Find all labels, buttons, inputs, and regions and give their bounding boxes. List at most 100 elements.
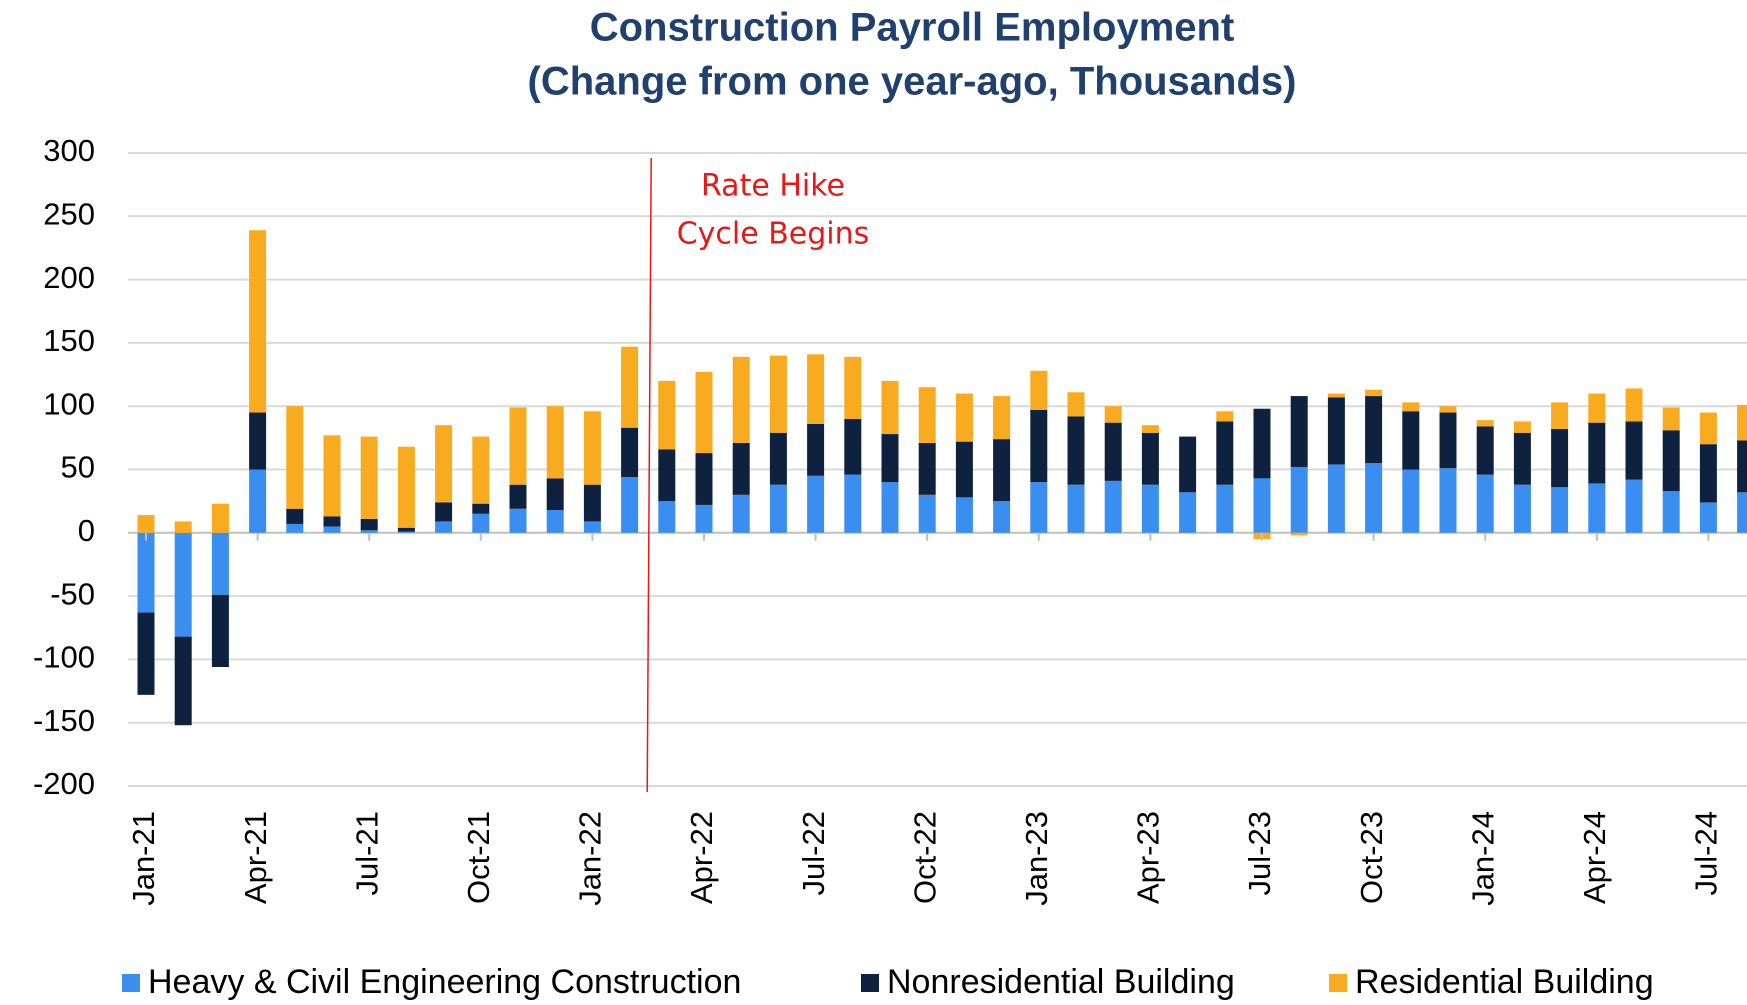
bar [1290, 396, 1308, 467]
x-tick-label: Jul-23 [1242, 811, 1277, 895]
bar [1699, 412, 1717, 445]
bar [732, 442, 750, 495]
bar [1439, 412, 1457, 469]
bar [769, 432, 787, 485]
bar [1104, 406, 1122, 423]
bar [397, 531, 415, 533]
x-tick-label: Apr-24 [1577, 811, 1612, 904]
bar [658, 449, 676, 502]
bar [286, 523, 304, 533]
bar [1551, 428, 1569, 488]
bar [137, 515, 155, 533]
bar [1699, 502, 1717, 533]
bar [1439, 406, 1457, 413]
y-tick-label: -150 [33, 703, 95, 738]
bar [955, 393, 973, 442]
y-tick-label: 200 [43, 260, 95, 295]
y-tick-label: 250 [43, 196, 95, 231]
bar [546, 478, 564, 511]
bar [1476, 420, 1494, 427]
legend-swatch [122, 974, 140, 992]
bar [1662, 430, 1680, 492]
bar [583, 484, 601, 522]
bar [844, 418, 862, 475]
x-tick-label: Jan-22 [573, 811, 608, 906]
bar [211, 503, 229, 533]
bar [1216, 411, 1234, 422]
bar [583, 411, 601, 485]
legend-swatch [1329, 974, 1347, 992]
bar [1365, 463, 1383, 533]
bar [323, 516, 341, 527]
bar [1699, 444, 1717, 503]
bar [1290, 532, 1308, 536]
bar [137, 532, 155, 613]
bar [1067, 484, 1085, 533]
bar [1327, 393, 1345, 398]
bar [1625, 421, 1643, 480]
bar [509, 407, 527, 485]
bar [174, 636, 192, 726]
bar [1104, 480, 1122, 533]
bar [1476, 426, 1494, 475]
y-tick-label: 100 [43, 386, 95, 421]
x-tick-label: Apr-21 [238, 811, 273, 904]
bar [1030, 370, 1048, 410]
bar [658, 380, 676, 450]
bar [1179, 436, 1197, 493]
bar [918, 442, 936, 495]
bar [881, 380, 899, 435]
bar [1290, 466, 1308, 533]
bar [1365, 389, 1383, 397]
x-tick-label: Jan-24 [1465, 811, 1500, 906]
bar [769, 484, 787, 533]
bar [360, 518, 378, 531]
bar [137, 612, 155, 695]
bar [695, 504, 713, 533]
y-tick-label: 300 [43, 133, 95, 168]
bar [286, 508, 304, 524]
bar [1513, 484, 1531, 533]
bar [323, 435, 341, 517]
bar [174, 521, 192, 533]
bar [1402, 411, 1420, 470]
bar [918, 494, 936, 533]
bar [435, 502, 453, 522]
bar [1662, 407, 1680, 431]
bar [955, 497, 973, 533]
y-tick-label: 150 [43, 323, 95, 358]
bar [1588, 422, 1606, 484]
x-tick-label: Oct-23 [1354, 811, 1389, 904]
bar [993, 396, 1011, 440]
bar [1625, 479, 1643, 533]
y-tick-label: -50 [50, 576, 95, 611]
bar [1216, 484, 1234, 533]
bar [211, 594, 229, 667]
annotation-line [646, 157, 652, 793]
legend-label: Residential Building [1355, 963, 1654, 1001]
bar [844, 356, 862, 419]
bar [658, 501, 676, 533]
bar [1513, 432, 1531, 485]
bar [955, 441, 973, 498]
bar [1439, 468, 1457, 533]
bar [1365, 396, 1383, 464]
x-tick-label: Jul-22 [796, 811, 831, 895]
bar [1737, 440, 1747, 493]
x-tick-label: Jul-21 [349, 811, 384, 895]
bar [1067, 392, 1085, 417]
bar [993, 439, 1011, 502]
bar [435, 425, 453, 503]
bar [249, 412, 267, 470]
bar [174, 532, 192, 637]
chart-title: (Change from one year-ago, Thousands) [528, 60, 1297, 104]
bar [1253, 408, 1271, 479]
bar [360, 436, 378, 519]
x-tick-label: Apr-22 [684, 811, 719, 904]
annotation: Rate Hike [701, 169, 845, 204]
bar [881, 482, 899, 533]
bar [583, 521, 601, 533]
x-tick-label: Oct-22 [907, 811, 942, 904]
bar [397, 527, 415, 532]
